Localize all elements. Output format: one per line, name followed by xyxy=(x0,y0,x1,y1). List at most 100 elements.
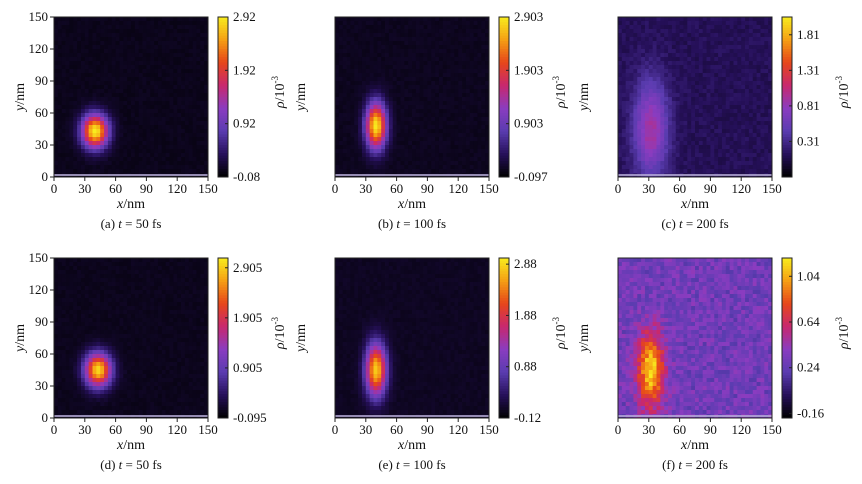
heat-cell xyxy=(687,65,692,70)
heat-cell xyxy=(154,161,159,166)
heat-cell xyxy=(365,101,371,106)
heat-cell xyxy=(111,57,116,62)
heat-cell xyxy=(146,161,151,166)
heat-cell xyxy=(188,21,193,26)
heat-cell xyxy=(123,133,128,138)
heat-cell xyxy=(621,121,627,126)
heat-cell xyxy=(637,81,642,86)
heat-cell xyxy=(61,49,66,54)
heat-cell xyxy=(454,113,459,118)
heat-cell xyxy=(687,29,692,34)
colorbar-step xyxy=(218,113,228,117)
colorbar-step xyxy=(499,102,509,106)
heat-cell xyxy=(454,93,459,98)
heat-cell xyxy=(469,33,474,38)
heat-cell xyxy=(438,53,444,58)
heat-cell xyxy=(392,81,397,86)
heat-cell xyxy=(412,141,417,146)
heat-cell xyxy=(350,21,355,26)
heat-cell xyxy=(446,105,451,110)
heat-cell xyxy=(377,141,382,146)
heat-cell xyxy=(710,169,715,174)
heat-cell xyxy=(115,161,120,166)
heat-cell xyxy=(718,149,723,154)
heat-cell xyxy=(131,117,136,122)
heat-cell xyxy=(660,25,665,30)
heat-cell xyxy=(138,69,143,74)
heat-cell xyxy=(365,69,371,74)
heat-cell xyxy=(84,57,90,62)
heat-cell xyxy=(61,161,66,166)
heat-cell xyxy=(361,137,367,142)
heat-cell xyxy=(373,65,378,70)
heat-cell xyxy=(77,149,82,154)
heat-cell xyxy=(687,169,692,174)
heat-cell xyxy=(664,25,669,30)
heat-cell xyxy=(637,85,642,90)
heat-cell xyxy=(131,105,136,110)
heat-cell xyxy=(169,41,174,46)
heat-cell xyxy=(745,25,750,30)
heat-cell xyxy=(361,45,367,50)
heat-cell xyxy=(760,93,765,98)
heat-cell xyxy=(80,77,86,82)
heat-cell xyxy=(652,57,657,62)
heat-cell xyxy=(718,145,723,150)
colorbar-step xyxy=(218,57,228,61)
heat-cell xyxy=(458,109,463,114)
heat-cell xyxy=(687,133,692,138)
heat-cell xyxy=(354,161,359,166)
heat-cell xyxy=(656,137,661,142)
heat-cell xyxy=(412,89,417,94)
heat-cell xyxy=(718,33,723,38)
heat-cell xyxy=(671,153,677,158)
heat-cell xyxy=(342,77,347,82)
colorbar-step xyxy=(499,171,509,175)
heat-cell xyxy=(335,77,340,82)
heat-cell xyxy=(173,33,178,38)
heat-cell xyxy=(668,41,673,46)
heat-cell xyxy=(57,61,63,66)
heat-cell xyxy=(123,169,128,174)
heat-cell xyxy=(335,161,340,166)
heat-cell xyxy=(415,17,421,22)
heat-cell xyxy=(188,145,193,150)
heat-cell xyxy=(204,133,209,138)
heat-cell xyxy=(361,149,367,154)
heat-cell xyxy=(100,73,105,78)
heat-cell xyxy=(710,157,715,162)
heat-cell xyxy=(625,145,630,150)
heat-cell xyxy=(621,57,627,62)
heat-cell xyxy=(396,25,401,30)
heat-cell xyxy=(104,25,109,30)
heat-cell xyxy=(65,25,70,30)
heat-cell xyxy=(346,73,351,78)
heat-cell xyxy=(446,25,451,30)
heat-cell xyxy=(710,93,715,98)
heat-cell xyxy=(338,161,344,166)
heat-cell xyxy=(621,153,627,158)
heat-cell xyxy=(369,17,374,22)
heat-cell xyxy=(706,113,711,118)
boundary-strip xyxy=(335,174,489,176)
plot-frame xyxy=(53,16,209,178)
heat-cell xyxy=(161,57,167,62)
heat-cell xyxy=(154,33,159,38)
heat-cell xyxy=(73,29,78,34)
heat-cell xyxy=(637,69,642,74)
heat-cell xyxy=(57,29,63,34)
heat-cell xyxy=(396,81,401,86)
heat-cell xyxy=(204,137,209,142)
heat-cell xyxy=(131,101,136,106)
heat-cell xyxy=(358,113,363,118)
heat-cell xyxy=(373,137,378,142)
heat-cell xyxy=(80,165,86,170)
heat-cell xyxy=(365,109,371,114)
heat-cell xyxy=(625,33,630,38)
heat-cell xyxy=(57,105,63,110)
heat-cell xyxy=(188,89,193,94)
heat-cell xyxy=(714,149,719,154)
heat-cell xyxy=(392,113,397,118)
heat-cell xyxy=(61,21,66,26)
heat-cell xyxy=(131,17,136,22)
